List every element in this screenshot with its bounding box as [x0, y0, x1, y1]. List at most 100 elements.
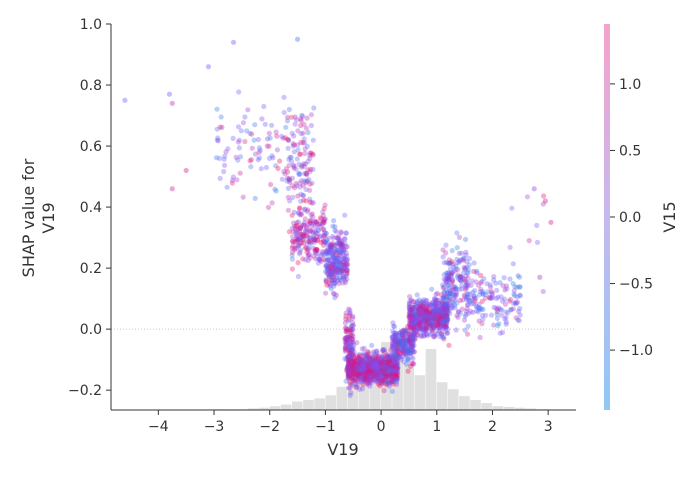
data-point	[388, 361, 394, 367]
data-point	[484, 281, 490, 287]
data-point	[390, 343, 396, 349]
data-point	[325, 252, 331, 258]
data-point	[446, 283, 452, 289]
data-point	[238, 128, 244, 134]
data-point	[415, 306, 422, 312]
data-point	[222, 162, 228, 168]
data-point	[348, 359, 354, 365]
data-point	[359, 368, 365, 374]
data-point	[388, 364, 394, 371]
data-point	[275, 165, 281, 172]
data-point	[377, 361, 383, 368]
data-point	[347, 359, 353, 366]
data-point	[336, 260, 342, 266]
data-point	[244, 128, 250, 134]
data-point	[379, 354, 385, 360]
data-point	[293, 223, 299, 229]
data-point	[355, 371, 361, 377]
data-point	[437, 311, 443, 317]
y-axis-title-line-1: SHAP value for	[19, 158, 38, 277]
data-point	[410, 312, 416, 318]
data-point	[432, 309, 438, 315]
data-point	[370, 371, 376, 377]
data-point	[420, 302, 426, 309]
data-point	[496, 321, 502, 327]
data-point	[362, 373, 368, 379]
data-point	[431, 295, 438, 301]
data-point	[447, 290, 453, 296]
data-point	[277, 158, 283, 164]
data-point	[349, 368, 355, 374]
data-point	[338, 229, 344, 235]
data-point	[353, 371, 359, 377]
data-point	[412, 320, 418, 326]
data-point	[282, 171, 288, 177]
data-point	[425, 311, 431, 317]
data-point	[345, 261, 351, 267]
data-point	[230, 135, 236, 141]
data-point	[354, 358, 360, 364]
data-point	[395, 346, 401, 352]
data-point	[391, 376, 397, 382]
y-tick-label: −0.2	[68, 383, 102, 399]
data-point	[336, 270, 342, 276]
data-point	[305, 207, 311, 213]
data-point	[323, 277, 329, 283]
data-point	[438, 301, 444, 307]
data-point	[423, 308, 429, 314]
data-point	[360, 357, 366, 363]
data-point	[445, 273, 451, 279]
data-point	[392, 349, 398, 355]
data-point	[382, 365, 388, 371]
data-point	[360, 372, 367, 378]
data-point	[447, 288, 453, 294]
data-point	[339, 241, 345, 247]
data-point	[403, 340, 409, 347]
data-point	[262, 121, 268, 127]
data-point	[334, 270, 340, 276]
data-point	[419, 315, 425, 321]
data-point	[349, 361, 355, 367]
data-point	[359, 363, 365, 369]
data-point	[360, 382, 366, 388]
data-point	[367, 356, 373, 362]
data-point	[426, 310, 432, 316]
data-point	[431, 324, 437, 330]
data-point	[296, 243, 302, 249]
data-point	[418, 309, 424, 315]
data-point	[378, 376, 384, 382]
data-point	[412, 309, 418, 315]
data-point	[413, 312, 419, 318]
data-point	[284, 118, 291, 124]
data-point	[358, 353, 364, 359]
data-point	[394, 353, 400, 359]
data-point	[443, 324, 449, 330]
data-point	[420, 309, 426, 315]
data-point	[353, 370, 359, 376]
data-point	[406, 314, 412, 320]
data-point	[413, 321, 420, 327]
data-point	[286, 162, 292, 169]
data-point	[349, 363, 355, 369]
data-point	[350, 344, 356, 351]
data-point	[320, 212, 326, 218]
data-point	[443, 305, 450, 311]
data-point	[331, 259, 337, 265]
data-point	[403, 328, 409, 334]
data-point	[373, 363, 379, 370]
data-point	[388, 357, 394, 363]
data-point	[357, 372, 364, 378]
data-point	[445, 276, 452, 282]
data-point	[358, 365, 364, 371]
data-point	[464, 291, 470, 297]
data-point	[426, 321, 432, 327]
data-point	[369, 369, 376, 376]
data-point	[419, 324, 425, 330]
data-point	[386, 360, 392, 366]
data-point	[233, 154, 239, 160]
data-point	[364, 372, 370, 379]
data-point	[414, 329, 420, 335]
data-point	[439, 330, 445, 337]
data-point	[367, 362, 373, 368]
data-point	[420, 307, 426, 313]
